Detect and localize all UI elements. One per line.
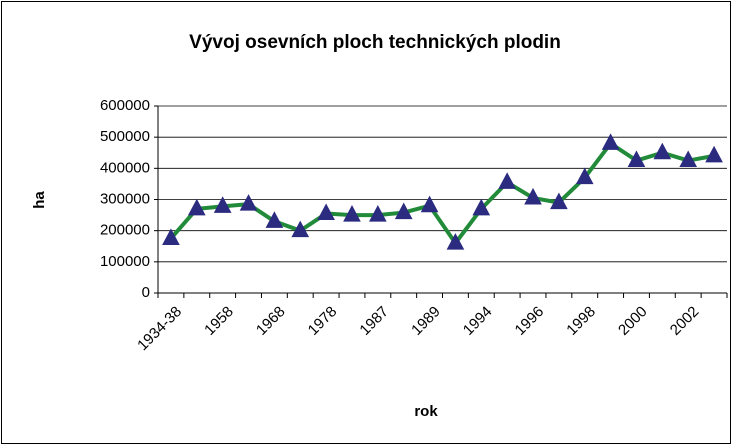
marker xyxy=(575,167,594,185)
marker xyxy=(524,187,542,205)
marker xyxy=(498,172,516,189)
marker xyxy=(239,194,258,211)
marker xyxy=(317,203,335,221)
marker xyxy=(472,198,491,216)
y-tick-label: 100000 xyxy=(100,253,150,270)
y-tick-label: 0 xyxy=(142,284,150,301)
series-line xyxy=(169,141,715,246)
marker xyxy=(627,150,646,168)
marker xyxy=(343,205,361,222)
x-axis-title: rok xyxy=(414,403,438,420)
y-tick-label: 600000 xyxy=(100,97,150,114)
marker xyxy=(653,142,672,160)
y-tick-label: 500000 xyxy=(100,128,150,145)
marker xyxy=(446,233,465,250)
marker xyxy=(550,192,568,210)
marker xyxy=(162,228,180,245)
marker xyxy=(213,196,232,213)
marker xyxy=(601,133,620,150)
marker xyxy=(291,220,310,238)
marker xyxy=(369,205,387,222)
marker xyxy=(420,195,439,213)
y-tick-label: 400000 xyxy=(100,159,150,176)
chart-title: Vývoj osevních ploch technických plodin xyxy=(189,32,561,53)
marker xyxy=(679,150,698,168)
y-tick-label: 200000 xyxy=(100,222,150,239)
marker xyxy=(394,202,413,220)
marker xyxy=(265,211,284,228)
y-tick-label: 300000 xyxy=(100,190,150,207)
marker xyxy=(187,198,206,216)
marker xyxy=(705,145,723,163)
y-axis-title: ha xyxy=(31,191,48,209)
